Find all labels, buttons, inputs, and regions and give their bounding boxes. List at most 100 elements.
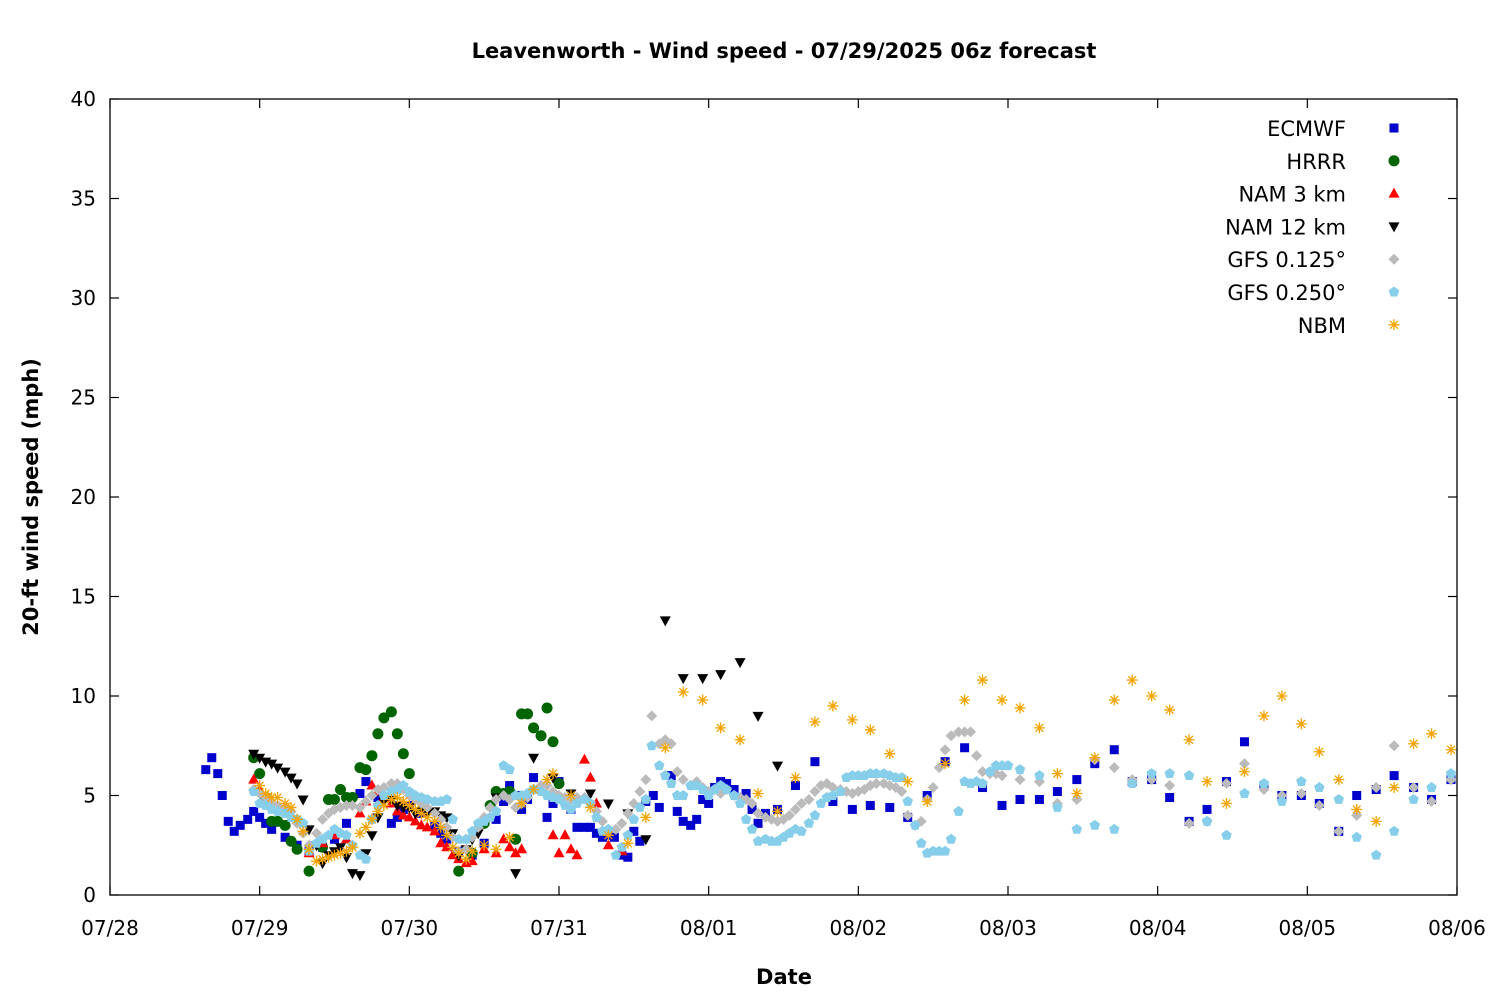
- data-point: [415, 807, 427, 819]
- data-point: [602, 839, 614, 850]
- data-point: [584, 801, 596, 813]
- legend-marker: [1389, 123, 1399, 133]
- data-point: [453, 847, 465, 859]
- data-point: [790, 781, 800, 791]
- data-point: [697, 784, 708, 794]
- data-point: [372, 805, 384, 817]
- data-point: [828, 796, 838, 806]
- data-point: [896, 772, 907, 783]
- data-point: [340, 799, 352, 811]
- data-point: [795, 797, 807, 809]
- data-point: [698, 794, 708, 804]
- data-point: [1146, 768, 1157, 779]
- data-point: [591, 828, 601, 838]
- data-point: [1052, 801, 1063, 812]
- data-point: [847, 804, 857, 814]
- data-point: [235, 820, 245, 830]
- data-point: [677, 674, 689, 685]
- data-point: [591, 811, 602, 822]
- data-point: [646, 710, 658, 722]
- data-point: [1089, 752, 1101, 764]
- legend-label: NAM 3 km: [1238, 183, 1346, 207]
- data-point: [622, 807, 634, 819]
- data-point: [1239, 788, 1250, 798]
- data-point: [1183, 770, 1195, 781]
- data-point: [391, 791, 403, 803]
- data-point: [1352, 791, 1362, 800]
- data-point: [541, 774, 553, 786]
- data-point: [249, 806, 259, 816]
- data-point: [753, 818, 763, 828]
- data-point: [715, 722, 727, 734]
- data-point: [303, 865, 315, 877]
- data-point: [415, 819, 427, 830]
- data-point: [1201, 815, 1213, 826]
- data-point: [1015, 794, 1025, 804]
- x-tick-label: 08/05: [1279, 916, 1337, 940]
- data-point: [571, 849, 583, 860]
- data-point: [360, 795, 372, 807]
- data-point: [435, 837, 447, 848]
- data-point: [1072, 775, 1082, 785]
- data-point: [360, 821, 372, 833]
- data-point: [223, 816, 233, 826]
- y-tick-label: 0: [83, 883, 96, 907]
- data-point: [1370, 849, 1382, 860]
- data-point: [213, 769, 223, 779]
- data-point: [547, 829, 559, 840]
- data-point: [297, 825, 309, 837]
- data-point: [553, 847, 565, 858]
- data-point: [939, 758, 951, 770]
- data-point: [634, 786, 646, 798]
- data-point: [360, 764, 372, 776]
- data-point: [616, 817, 628, 829]
- data-point: [585, 822, 595, 832]
- data-point: [609, 832, 619, 842]
- data-point: [317, 813, 329, 825]
- data-point: [397, 795, 409, 807]
- data-point: [902, 776, 914, 788]
- x-tick-label: 07/31: [530, 916, 588, 940]
- data-point: [921, 795, 933, 807]
- data-point: [1313, 746, 1325, 758]
- data-point: [846, 714, 858, 726]
- data-point: [311, 855, 323, 867]
- data-point: [915, 837, 927, 848]
- y-axis-title: 20-ft wind speed (mph): [19, 358, 43, 636]
- legend-label: NAM 12 km: [1225, 215, 1346, 239]
- data-point: [809, 716, 821, 728]
- data-point: [803, 793, 815, 805]
- data-point: [953, 805, 964, 816]
- data-point: [378, 712, 390, 724]
- data-point: [654, 802, 664, 812]
- y-tick-label: 15: [71, 585, 96, 609]
- data-point: [622, 837, 634, 849]
- data-point: [671, 766, 683, 778]
- data-point: [346, 791, 358, 803]
- data-point: [297, 795, 309, 806]
- data-point: [354, 827, 366, 839]
- data-point: [243, 814, 253, 824]
- data-point: [254, 768, 266, 780]
- legend-marker: [1388, 319, 1400, 331]
- data-point: [272, 791, 284, 803]
- data-point: [610, 823, 622, 835]
- data-point: [280, 832, 290, 842]
- data-point: [1333, 793, 1344, 804]
- data-point: [346, 841, 358, 853]
- data-point: [1296, 776, 1307, 787]
- data-point: [341, 829, 352, 840]
- data-point: [323, 851, 335, 863]
- data-point: [1183, 817, 1195, 829]
- data-point: [1034, 794, 1044, 804]
- data-point: [1201, 776, 1213, 788]
- data-point: [421, 811, 433, 823]
- data-point: [1108, 762, 1120, 774]
- legend-marker: [1388, 286, 1400, 297]
- data-point: [997, 800, 1007, 810]
- data-point: [340, 845, 352, 857]
- y-tick-label: 5: [83, 784, 96, 808]
- data-point: [279, 819, 291, 831]
- data-point: [959, 726, 971, 738]
- data-point: [722, 779, 732, 789]
